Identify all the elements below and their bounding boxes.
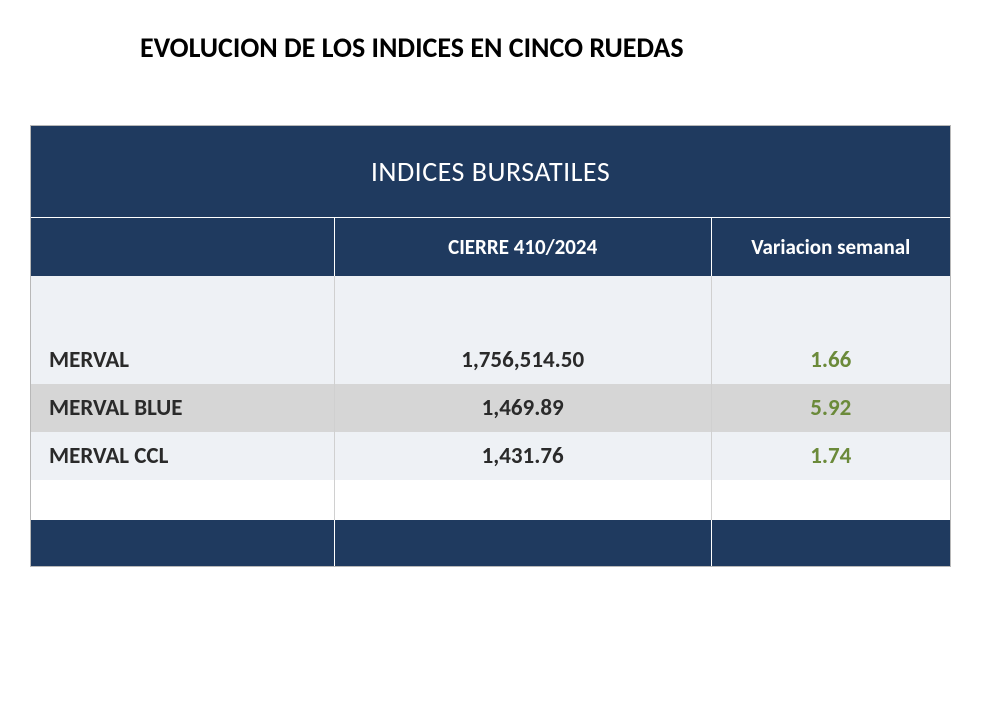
table-row: MERVAL CCL 1,431.76 1.74 bbox=[31, 432, 950, 480]
gap-row bbox=[31, 480, 950, 520]
table-body: INDICES BURSATILES CIERRE 410/2024 Varia… bbox=[31, 126, 950, 566]
table-row: MERVAL 1,756,514.50 1.66 bbox=[31, 336, 950, 384]
cell-name: MERVAL bbox=[31, 336, 334, 384]
cell-variation: 1.66 bbox=[711, 336, 950, 384]
page-title: EVOLUCION DE LOS INDICES EN CINCO RUEDAS bbox=[30, 30, 951, 65]
table-header-row: INDICES BURSATILES bbox=[31, 126, 950, 218]
cell-close: 1,431.76 bbox=[334, 432, 711, 480]
cell-name: MERVAL BLUE bbox=[31, 384, 334, 432]
table-row: MERVAL BLUE 1,469.89 5.92 bbox=[31, 384, 950, 432]
cell-name: MERVAL CCL bbox=[31, 432, 334, 480]
table-subheader-row: CIERRE 410/2024 Variacion semanal bbox=[31, 218, 950, 277]
table-header: INDICES BURSATILES bbox=[31, 126, 950, 218]
col-header-name bbox=[31, 218, 334, 277]
spacer-row bbox=[31, 276, 950, 336]
cell-variation: 5.92 bbox=[711, 384, 950, 432]
cell-close: 1,756,514.50 bbox=[334, 336, 711, 384]
footer-row bbox=[31, 520, 950, 566]
indices-table: INDICES BURSATILES CIERRE 410/2024 Varia… bbox=[30, 125, 951, 567]
cell-variation: 1.74 bbox=[711, 432, 950, 480]
cell-close: 1,469.89 bbox=[334, 384, 711, 432]
col-header-close: CIERRE 410/2024 bbox=[334, 218, 711, 277]
col-header-variation: Variacion semanal bbox=[711, 218, 950, 277]
